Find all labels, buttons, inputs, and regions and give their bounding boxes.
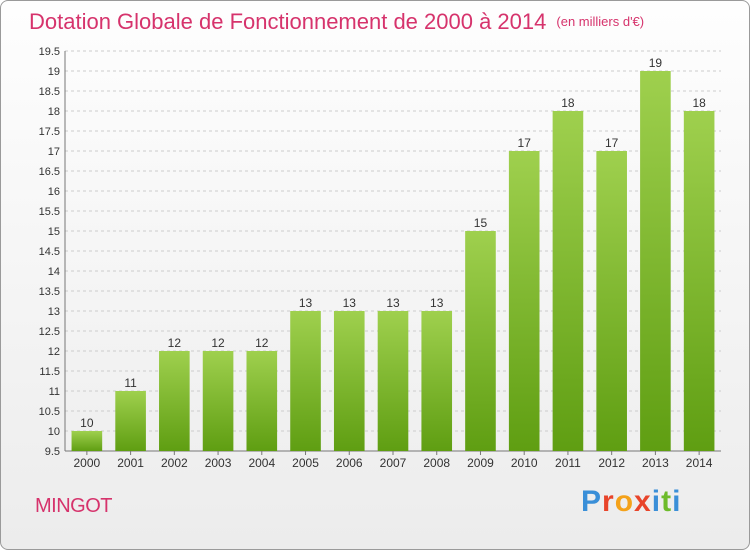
bar [246,351,278,451]
x-tick-label: 2002 [161,456,188,470]
y-tick-label: 12 [48,346,60,358]
data-label: 13 [386,296,400,310]
bar [202,351,234,451]
bar [596,151,627,451]
bar [71,431,103,451]
proxiti-logo: Proxiti [581,485,681,519]
data-label: 13 [343,296,357,310]
y-tick-label: 19.5 [39,46,60,58]
y-tick-label: 16 [48,186,60,198]
y-tick-label: 18.5 [39,86,60,98]
x-tick-label: 2013 [642,456,669,470]
x-tick-label: 2014 [686,456,713,470]
data-label: 13 [299,296,313,310]
x-tick-label: 2000 [74,456,101,470]
x-tick-label: 2010 [511,456,538,470]
data-label: 18 [561,96,575,110]
data-label: 15 [474,216,488,230]
bar [552,111,584,451]
data-label: 19 [649,56,663,70]
y-tick-label: 10 [48,426,60,438]
data-label: 17 [605,136,619,150]
brand-letter: i [672,485,682,518]
y-tick-label: 11 [49,386,60,398]
y-tick-label: 10.5 [39,406,60,418]
data-label: 11 [124,376,137,390]
x-tick-label: 2006 [336,456,363,470]
brand-letter: r [602,485,615,518]
y-tick-label: 15 [48,226,60,238]
x-tick-label: 2007 [380,456,407,470]
x-tick-label: 2012 [598,456,625,470]
y-tick-label: 16.5 [39,166,60,178]
brand-letter: t [661,485,673,518]
chart-title: Dotation Globale de Fonctionnement de 20… [29,9,644,35]
data-label: 17 [518,136,532,150]
y-tick-label: 14 [48,266,60,278]
chart-subtitle: (en milliers d'€) [556,14,645,29]
bar [290,311,321,451]
data-label: 12 [168,336,182,350]
y-tick-label: 15.5 [39,206,60,218]
bar [421,311,453,451]
y-tick-label: 13 [48,306,60,318]
bar [115,391,146,451]
y-tick-label: 9.5 [45,446,60,458]
data-label: 13 [430,296,444,310]
bar [465,231,496,451]
title-text: Dotation Globale de Fonctionnement de 20… [29,9,547,34]
y-tick-label: 12.5 [39,326,60,338]
x-tick-label: 2011 [555,456,581,470]
data-label: 12 [211,336,225,350]
bar [508,151,540,451]
bar [333,311,365,451]
data-label: 10 [80,416,94,430]
brand-letter: x [634,485,652,518]
brand-letter: o [614,485,635,518]
y-tick-label: 17.5 [39,126,60,138]
bar [683,111,715,451]
bar [377,311,409,451]
data-label: 18 [692,96,706,110]
y-tick-label: 17 [48,146,60,158]
x-tick-label: 2001 [117,456,144,470]
y-tick-label: 14.5 [39,246,60,258]
y-tick-label: 13.5 [39,286,60,298]
brand-letter: P [581,485,603,518]
x-tick-label: 2004 [248,456,275,470]
x-tick-label: 2003 [205,456,232,470]
data-label: 12 [255,336,269,350]
bar [640,71,671,451]
x-tick-label: 2009 [467,456,494,470]
x-tick-label: 2005 [292,456,319,470]
y-tick-label: 18 [48,106,60,118]
bar [159,351,190,451]
y-tick-label: 11.5 [39,366,60,378]
x-tick-label: 2008 [423,456,450,470]
brand-letter: i [651,485,662,518]
y-tick-label: 19 [48,66,60,78]
commune-name: MINGOT [35,495,113,517]
